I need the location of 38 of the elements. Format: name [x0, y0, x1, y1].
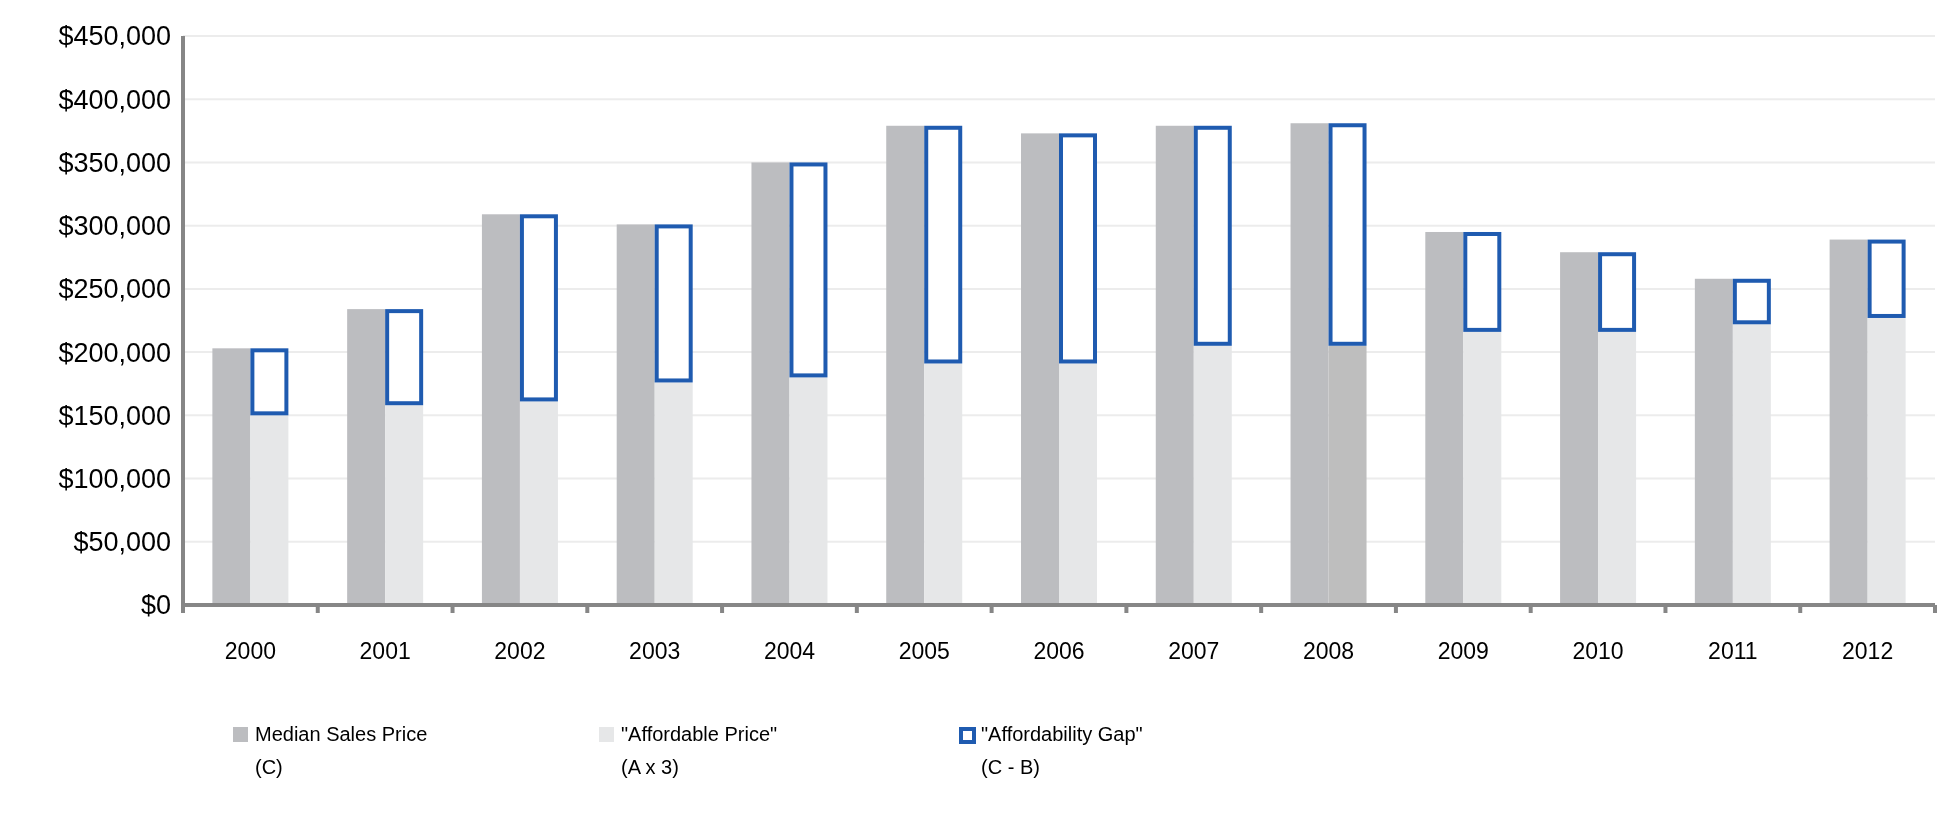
- y-tick-label: $0: [140, 590, 171, 621]
- x-tick-label: 2012: [1842, 638, 1894, 664]
- bar: [886, 125, 925, 605]
- x-tick-label: 2005: [898, 638, 950, 664]
- legend-label: Median Sales Price (C): [255, 723, 428, 778]
- bar: [616, 224, 655, 605]
- bar: [1425, 231, 1464, 605]
- y-tick-label: $100,000: [58, 464, 171, 495]
- legend-label: "Affordability Gap" (C - B): [981, 723, 1143, 778]
- y-tick-label: $400,000: [58, 84, 171, 115]
- x-tick-label: 2008: [1302, 638, 1355, 664]
- y-tick-label: $150,000: [58, 400, 171, 431]
- bar: [1560, 252, 1599, 605]
- bar: [481, 214, 520, 605]
- bar: [1155, 125, 1194, 605]
- bar: [751, 162, 790, 605]
- y-tick-label: $300,000: [58, 211, 171, 242]
- bar: [212, 348, 251, 605]
- y-tick-label: $50,000: [73, 527, 171, 558]
- y-tick-label: $250,000: [58, 274, 171, 305]
- x-tick-label: 2004: [763, 638, 816, 664]
- x-tick-label: 2006: [1033, 638, 1085, 664]
- bar: [1021, 133, 1059, 605]
- legend-label: "Affordable Price" (A x 3): [621, 723, 778, 778]
- bar: [347, 309, 386, 605]
- x-tick-label: 2010: [1572, 638, 1624, 664]
- x-tick-label: 2007: [1168, 638, 1220, 664]
- y-tick-label: $200,000: [58, 337, 171, 368]
- x-tick-label: 2001: [359, 638, 411, 664]
- bar: [1829, 239, 1868, 605]
- x-tick-label: 2003: [629, 638, 681, 664]
- x-tick-label: 2011: [1708, 638, 1758, 664]
- x-tick-label: 2000: [224, 638, 276, 664]
- x-tick-label: 2002: [494, 638, 546, 664]
- y-tick-label: $450,000: [58, 21, 171, 52]
- bar: [1694, 278, 1733, 605]
- y-tick-label: $350,000: [58, 147, 171, 178]
- x-tick-label: 2009: [1437, 638, 1489, 664]
